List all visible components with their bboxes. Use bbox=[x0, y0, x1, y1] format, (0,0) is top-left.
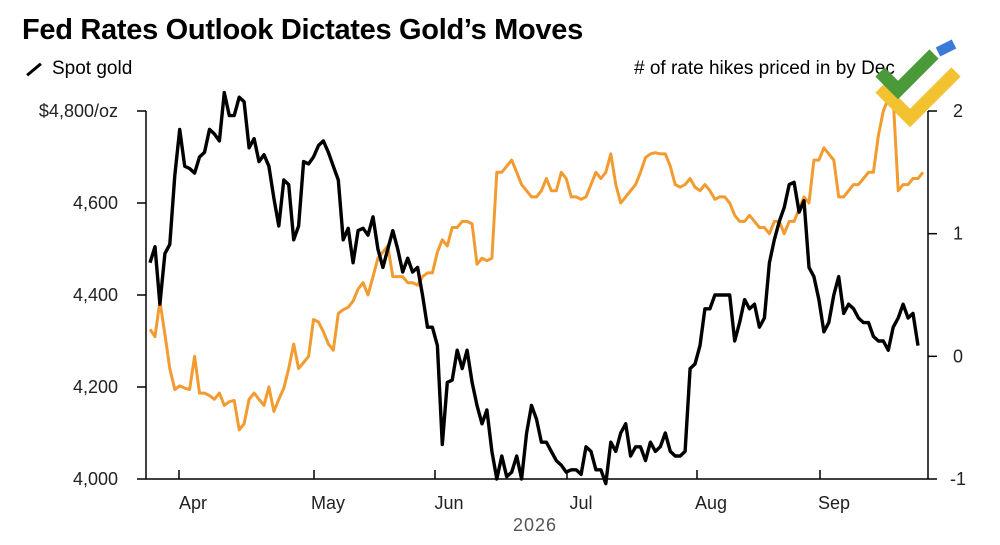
left-tick-label: 4,600 bbox=[73, 193, 118, 213]
right-tick-label: 0 bbox=[953, 346, 963, 366]
x-tick-label: Sep bbox=[818, 493, 850, 513]
series-lines bbox=[148, 90, 925, 486]
right-tick-label: -1 bbox=[950, 469, 966, 489]
x-tick-label: Jun bbox=[434, 493, 463, 513]
chart-title: Fed Rates Outlook Dictates Gold’s Moves bbox=[22, 14, 583, 46]
x-tick-label: Jul bbox=[569, 493, 592, 513]
left-tick-label: 4,000 bbox=[73, 469, 118, 489]
right-tick-label: 1 bbox=[953, 224, 963, 244]
left-tick-label: 4,400 bbox=[73, 285, 118, 305]
x-axis-ticks: Apr May Jun Jul Aug Sep bbox=[178, 470, 850, 513]
x-axis-label: 2026 bbox=[513, 515, 557, 535]
right-tick-label: 2 bbox=[953, 101, 963, 121]
series-line-spot-gold bbox=[148, 90, 920, 486]
series-line-rate-hikes bbox=[148, 97, 925, 432]
left-tick-label: 4,200 bbox=[73, 377, 118, 397]
x-tick-label: May bbox=[311, 493, 345, 513]
right-axis-ticks: 2 1 0 -1 bbox=[928, 101, 966, 489]
legend-item-rate-hikes: # of rate hikes priced in by Dec bbox=[634, 58, 895, 80]
left-tick-label: $4,800/oz bbox=[39, 101, 118, 121]
x-tick-label: Aug bbox=[695, 493, 727, 513]
left-axis-ticks: $4,800/oz 4,600 4,400 4,200 4,000 bbox=[39, 101, 146, 489]
watermark-logo-icon bbox=[875, 39, 961, 128]
x-tick-label: Apr bbox=[179, 493, 207, 513]
legend-label-spot-gold: Spot gold bbox=[52, 58, 133, 79]
legend-item-spot-gold: Spot gold bbox=[24, 58, 132, 80]
legend-label-rate-hikes: # of rate hikes priced in by Dec bbox=[634, 58, 895, 79]
